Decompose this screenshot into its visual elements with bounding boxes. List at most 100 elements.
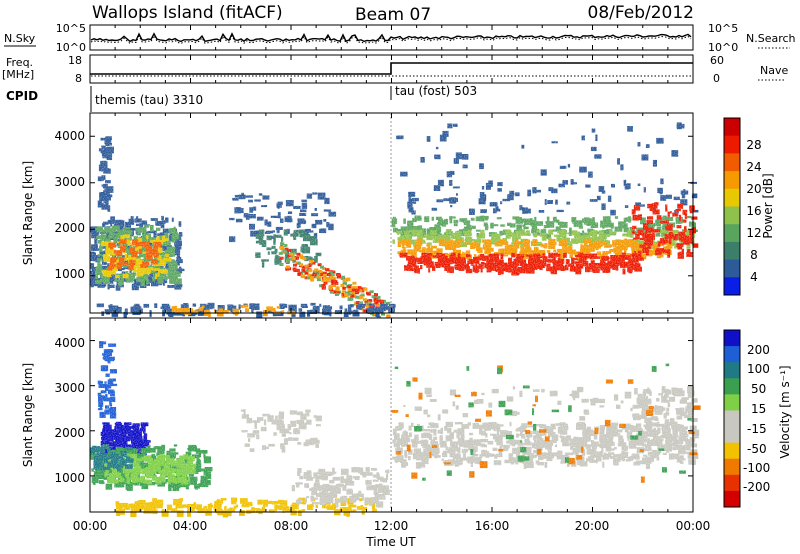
power-ytick-3000: 3000 <box>54 175 85 189</box>
time-axis-title: Time UT <box>365 535 416 549</box>
power-echo-band <box>381 312 385 316</box>
noise-left-tick-bottom: 10^0 <box>56 41 86 54</box>
cpid-panel: CPID themis (tau) 3310 tau (fost) 503 <box>6 84 477 112</box>
time-axis-ticks: 00:00 04:00 08:00 12:00 16:00 20:00 00:0… <box>73 519 711 533</box>
power-echo-low <box>299 311 306 318</box>
velocity-echo-toward <box>161 510 169 517</box>
velocity-colorbar-swatch <box>724 346 740 363</box>
velocity-colorbar-swatch <box>724 378 740 395</box>
velocity-echo-toward <box>239 510 245 516</box>
power-echo-low <box>173 311 179 316</box>
nave-label: Nave <box>760 64 788 77</box>
power-y-ticks: 4000 3000 2000 1000 <box>54 129 85 281</box>
velocity-echo-toward <box>176 510 184 517</box>
power-cb-tick-28: 28 <box>746 138 761 152</box>
velocity-colorbar-swatch <box>724 330 740 347</box>
power-colorbar-swatch <box>724 171 740 190</box>
power-colorbar-swatch <box>724 206 740 225</box>
velocity-echo-toward <box>692 405 701 410</box>
power-colorbar-swatch <box>724 277 740 296</box>
power-cb-tick-4: 4 <box>750 270 758 284</box>
velocity-echo-ground <box>691 398 698 403</box>
velocity-cb-tick-15: 15 <box>751 402 766 416</box>
velocity-echo-regions <box>90 318 701 518</box>
power-ytick-2000: 2000 <box>54 221 85 235</box>
freq-label: Freq. <box>6 56 33 69</box>
power-cb-tick-20: 20 <box>746 182 761 196</box>
power-cb-tick-8: 8 <box>750 248 758 262</box>
power-cb-tick-24: 24 <box>746 160 761 174</box>
velocity-ytick-2000: 2000 <box>54 426 85 440</box>
power-echo-band <box>386 314 391 318</box>
velocity-echo-toward <box>187 510 191 517</box>
velocity-colorbar-ticks: 200 100 50 15 -15 -50 -100 -200 <box>743 343 770 494</box>
power-echo-low <box>188 311 196 317</box>
power-echo-low <box>375 311 380 318</box>
power-echo-low <box>111 310 119 317</box>
power-echo-low <box>256 311 263 319</box>
velocity-cb-tick-100: 100 <box>747 362 770 376</box>
time-tick-2: 08:00 <box>274 519 309 533</box>
velocity-echo-toward <box>297 509 302 516</box>
power-colorbar <box>724 118 740 296</box>
cpid-program-2: tau (fost) 503 <box>395 84 477 98</box>
velocity-echo-ground <box>691 429 700 436</box>
velocity-colorbar-swatch <box>724 490 740 508</box>
velocity-echo-toward <box>222 510 229 518</box>
freq-right-tick-bottom: 0 <box>713 72 720 85</box>
power-colorbar-swatch <box>724 241 740 261</box>
time-tick-1: 04:00 <box>173 519 208 533</box>
power-echo-low <box>280 311 284 316</box>
cpid-program-1: themis (tau) 3310 <box>95 93 203 107</box>
power-echo-strong <box>691 227 696 234</box>
velocity-y-ticks: 4000 3000 2000 1000 <box>54 336 85 485</box>
velocity-echo-toward <box>227 510 232 517</box>
cpid-label: CPID <box>6 89 38 103</box>
power-echo-strong <box>691 216 698 220</box>
power-echo-low <box>692 209 699 213</box>
freq-left-tick-bottom: 8 <box>75 72 82 85</box>
power-echo-low <box>123 311 127 318</box>
noise-panel: N.Sky 10^5 10^0 10^5 10^0 N.Search <box>4 22 796 54</box>
power-echo-mid <box>693 222 696 228</box>
freq-right-tick-top: 60 <box>710 54 724 67</box>
power-ytick-1000: 1000 <box>54 267 85 281</box>
velocity-colorbar-swatch <box>724 410 740 428</box>
power-echo-low <box>343 311 349 317</box>
velocity-ylabel: Slant Range [km] <box>21 363 35 467</box>
axis-tick-marks <box>89 25 694 512</box>
frequency-panel: Freq. [MHz] 18 8 60 0 Nave <box>2 54 788 85</box>
velocity-colorbar-swatch <box>724 362 740 379</box>
velocity-ytick-3000: 3000 <box>54 381 85 395</box>
power-colorbar-swatch <box>724 259 740 278</box>
velocity-colorbar-swatch <box>724 474 740 492</box>
velocity-panel: 4000 3000 2000 1000 Slant Range [km] 200… <box>21 317 792 518</box>
station-title: Wallops Island (fitACF) <box>92 3 283 23</box>
velocity-colorbar-swatch <box>724 458 740 476</box>
power-cb-tick-12: 12 <box>746 226 761 240</box>
power-echo-low <box>691 193 698 199</box>
power-echo-low <box>690 181 697 184</box>
freq-line <box>90 62 693 75</box>
power-colorbar-swatch <box>724 224 740 243</box>
velocity-echo-ground <box>692 418 698 422</box>
freq-left-tick-top: 18 <box>68 54 82 67</box>
velocity-echo-toward <box>217 510 224 516</box>
time-tick-0: 00:00 <box>73 519 108 533</box>
power-colorbar-swatch <box>724 188 740 207</box>
power-echo-low <box>201 311 206 316</box>
velocity-colorbar-swatch <box>724 426 740 444</box>
velocity-colorbar <box>724 330 740 508</box>
time-tick-5: 20:00 <box>575 519 610 533</box>
power-echo-low <box>291 312 296 317</box>
noise-left-tick-top: 10^5 <box>56 22 86 35</box>
velocity-echo-ground <box>692 436 699 439</box>
velocity-cb-tick-50: 50 <box>751 382 766 396</box>
noise-right-tick-top: 10^5 <box>708 22 738 35</box>
noise-right-tick-bottom: 10^0 <box>708 41 738 54</box>
velocity-colorbar-title: Velocity [m s⁻¹] <box>778 365 792 458</box>
beam-label: Beam 07 <box>355 5 431 25</box>
noise-sky-line <box>90 32 692 43</box>
power-colorbar-title: Power [dB] <box>761 173 775 238</box>
